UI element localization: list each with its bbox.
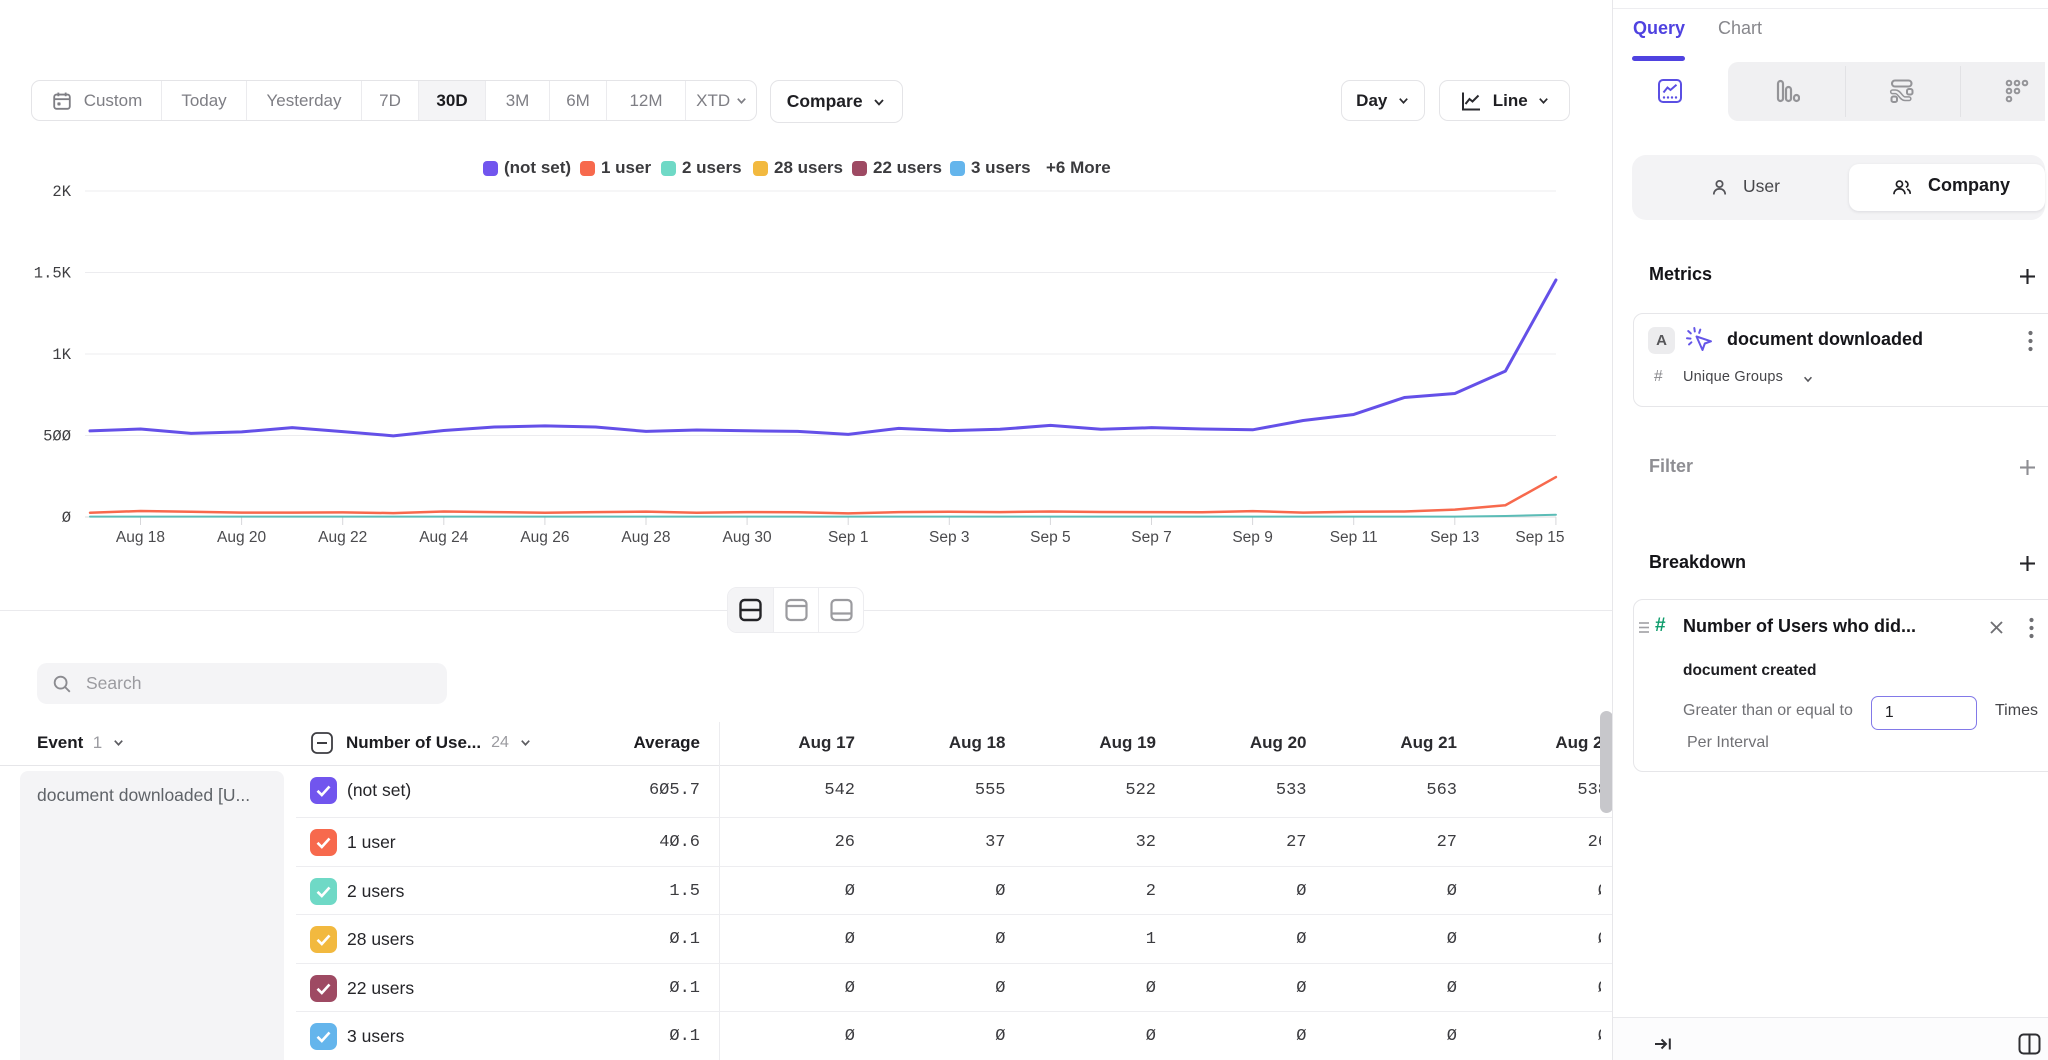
svg-text:Sep 13: Sep 13 bbox=[1430, 529, 1479, 546]
svg-text:Sep 9: Sep 9 bbox=[1232, 529, 1273, 546]
svg-text:Aug 26: Aug 26 bbox=[520, 529, 569, 546]
svg-text:Sep 15: Sep 15 bbox=[1515, 529, 1564, 546]
svg-text:2K: 2K bbox=[52, 183, 71, 201]
svg-text:Aug 20: Aug 20 bbox=[217, 529, 267, 546]
svg-text:Aug 18: Aug 18 bbox=[116, 529, 165, 546]
svg-text:Sep 11: Sep 11 bbox=[1330, 529, 1378, 546]
svg-text:Aug 28: Aug 28 bbox=[621, 529, 670, 546]
svg-text:Sep 1: Sep 1 bbox=[828, 529, 869, 546]
svg-text:Ø: Ø bbox=[62, 509, 71, 527]
svg-text:Aug 24: Aug 24 bbox=[419, 529, 469, 546]
svg-text:1K: 1K bbox=[52, 346, 71, 364]
svg-text:1.5K: 1.5K bbox=[34, 265, 72, 283]
svg-text:Sep 7: Sep 7 bbox=[1131, 529, 1172, 546]
svg-text:Aug 30: Aug 30 bbox=[723, 529, 773, 546]
svg-text:Sep 3: Sep 3 bbox=[929, 529, 970, 546]
svg-text:Aug 22: Aug 22 bbox=[318, 529, 367, 546]
svg-text:Sep 5: Sep 5 bbox=[1030, 529, 1071, 546]
svg-text:5ØØ: 5ØØ bbox=[43, 428, 71, 446]
